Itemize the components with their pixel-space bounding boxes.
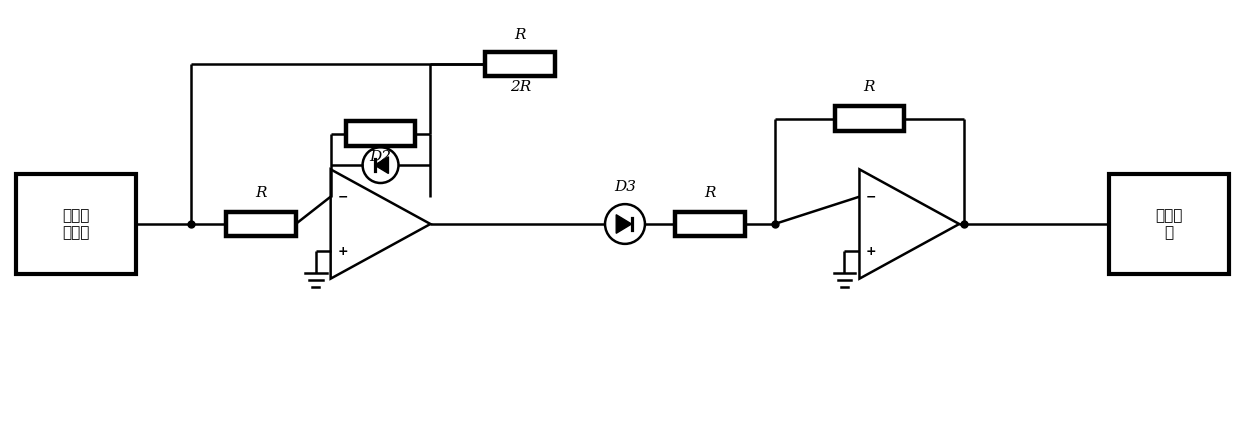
Text: −: −	[867, 190, 877, 203]
Polygon shape	[374, 157, 388, 173]
Bar	[16, 174, 136, 274]
Text: −: −	[337, 190, 348, 203]
Text: 滤波电
路: 滤波电 路	[1156, 208, 1183, 240]
Bar	[226, 211, 295, 237]
Bar	[1109, 174, 1229, 274]
Text: D2: D2	[370, 150, 392, 164]
Bar	[835, 106, 904, 131]
Bar	[675, 211, 745, 237]
Text: +: +	[866, 245, 877, 258]
Text: R: R	[515, 28, 526, 42]
Text: R: R	[704, 185, 715, 200]
Bar	[346, 121, 415, 146]
Text: 差分放
大电路: 差分放 大电路	[62, 208, 91, 240]
Text: +: +	[337, 245, 348, 258]
Text: R: R	[255, 185, 267, 200]
Text: R: R	[864, 80, 875, 95]
Polygon shape	[616, 215, 631, 233]
Bar	[485, 52, 556, 77]
Text: 2R: 2R	[510, 80, 531, 95]
Text: D3: D3	[614, 180, 636, 194]
